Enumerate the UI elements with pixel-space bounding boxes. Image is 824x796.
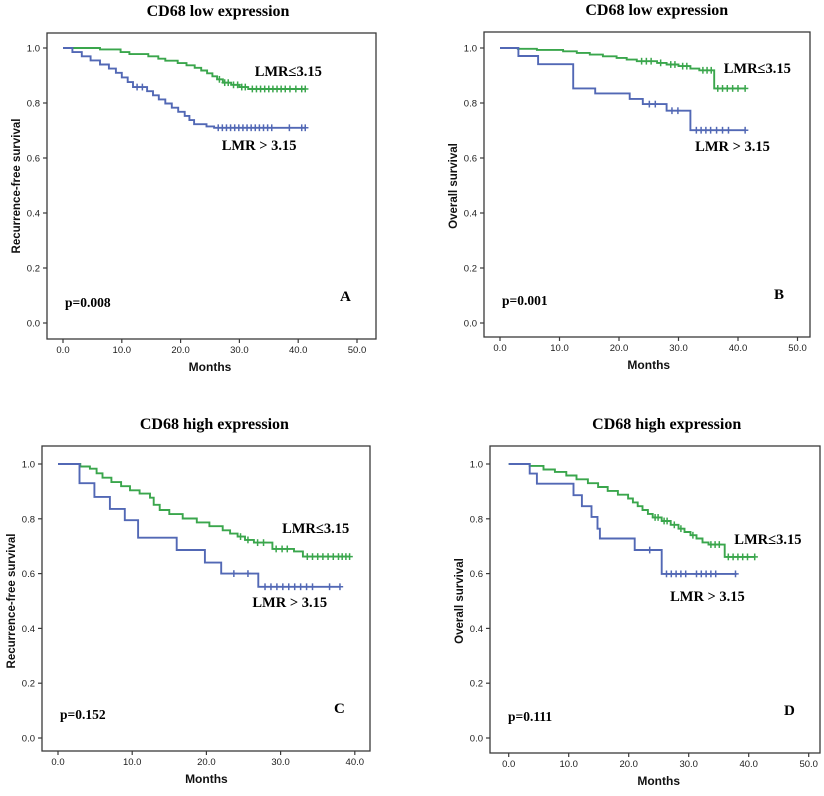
x-tick-label: 20.0 bbox=[610, 343, 629, 354]
km-curve-blue bbox=[500, 47, 746, 132]
panel-c-plot: 0.0 10.0 20.0 30.0 40.0 0.0 0.2 0.4 0.6 0.8 1.0 bbox=[22, 445, 371, 768]
plot-frame bbox=[489, 445, 821, 754]
panel-a: 0.0 10.0 20.0 30.0 40.0 50.0 0.0 0.2 0.4 0.6 0.8 1.… bbox=[0, 0, 412, 398]
y-tick-label: 0.6 bbox=[22, 569, 35, 580]
panel-d-title: CD68 high expression bbox=[592, 416, 742, 433]
km-curve-green bbox=[500, 47, 746, 90]
panel-a-series-label-lmr-le: LMR≤3.15 bbox=[254, 63, 322, 80]
panel-b-y-axis-label: Overall survival bbox=[448, 142, 460, 229]
x-tick-label: 0.0 bbox=[493, 343, 506, 354]
y-tick-label: 0.8 bbox=[470, 514, 483, 525]
plot-frame bbox=[46, 32, 377, 340]
panel-c-letter: C bbox=[334, 701, 345, 717]
y-tick-label: 0.4 bbox=[464, 209, 477, 220]
y-tick-label: 1.0 bbox=[22, 460, 35, 471]
x-tick-label: 30.0 bbox=[669, 343, 688, 354]
km-curve-blue bbox=[508, 463, 737, 575]
panel-c-x-axis-label: Months bbox=[185, 772, 228, 786]
x-tick-label: 0.0 bbox=[56, 345, 69, 356]
panel-c-p-value: p=0.152 bbox=[60, 707, 106, 722]
panel-c: 0.0 10.0 20.0 30.0 40.0 0.0 0.2 0.4 0.6 0.8 1.0 CD… bbox=[0, 398, 412, 796]
x-tick-label: 10.0 bbox=[123, 757, 142, 768]
panel-d-series-label-lmr-gt: LMR > 3.15 bbox=[670, 589, 745, 606]
x-tick-label: 50.0 bbox=[799, 759, 818, 770]
x-tick-label: 0.0 bbox=[502, 759, 515, 770]
y-tick-label: 1.0 bbox=[464, 44, 477, 55]
panel-a-title: CD68 low expression bbox=[146, 3, 290, 20]
x-tick-label: 20.0 bbox=[171, 345, 190, 356]
panel-c-title: CD68 high expression bbox=[139, 416, 289, 433]
x-tick-label: 40.0 bbox=[729, 343, 748, 354]
y-tick-label: 0.4 bbox=[27, 209, 40, 220]
panel-a-x-axis-label: Months bbox=[188, 360, 232, 374]
panel-d-p-value: p=0.111 bbox=[508, 709, 553, 724]
y-tick-label: 0.2 bbox=[27, 264, 40, 275]
y-tick-label: 0.8 bbox=[27, 99, 40, 110]
panel-c-series-label-lmr-le: LMR≤3.15 bbox=[282, 521, 350, 538]
y-tick-label: 0.0 bbox=[464, 319, 477, 330]
y-tick-label: 0.2 bbox=[22, 679, 35, 690]
panel-b-series-label-lmr-le: LMR≤3.15 bbox=[723, 61, 791, 77]
y-tick-label: 0.2 bbox=[470, 679, 483, 690]
panel-c-series-label-lmr-gt: LMR > 3.15 bbox=[252, 594, 328, 611]
panel-b-letter: B bbox=[774, 287, 785, 303]
y-tick-label: 0.2 bbox=[464, 264, 477, 275]
x-tick-label: 50.0 bbox=[788, 343, 807, 354]
y-tick-label: 0.0 bbox=[470, 734, 483, 745]
panel-b-plot: 0.0 10.0 20.0 30.0 40.0 50.0 0.0 0.2 0.4 0.6 0.8 1.… bbox=[464, 31, 811, 354]
x-tick-label: 40.0 bbox=[289, 345, 308, 356]
y-tick-label: 0.0 bbox=[27, 319, 40, 330]
panel-b-x-axis-label: Months bbox=[627, 358, 671, 372]
x-tick-label: 40.0 bbox=[739, 759, 758, 770]
panel-b: 0.0 10.0 20.0 30.0 40.0 50.0 0.0 0.2 0.4 0.6 0.8 1.… bbox=[412, 0, 824, 398]
panel-c-y-axis-label: Recurrence-free survival bbox=[6, 533, 18, 669]
y-tick-label: 0.4 bbox=[22, 624, 35, 635]
x-tick-label: 50.0 bbox=[348, 345, 367, 356]
y-tick-label: 0.6 bbox=[470, 569, 483, 580]
panel-d-series-label-lmr-le: LMR≤3.15 bbox=[734, 531, 802, 548]
panel-a-y-axis-label: Recurrence-free survival bbox=[11, 118, 23, 253]
km-curve-blue bbox=[58, 463, 340, 588]
panel-b-series-label-lmr-gt: LMR > 3.15 bbox=[695, 139, 770, 156]
y-tick-label: 0.6 bbox=[27, 154, 40, 165]
x-tick-label: 30.0 bbox=[271, 757, 290, 768]
panel-d-x-axis-label: Months bbox=[637, 774, 681, 788]
x-tick-label: 10.0 bbox=[550, 343, 569, 354]
panel-d: 0.0 10.0 20.0 30.0 40.0 50.0 0.0 0.2 0.4 0.6 0.8 1.… bbox=[412, 398, 824, 796]
x-tick-label: 10.0 bbox=[113, 345, 132, 356]
x-tick-label: 20.0 bbox=[619, 759, 638, 770]
panel-b-p-value: p=0.001 bbox=[502, 293, 548, 308]
km-curve-green bbox=[58, 463, 350, 558]
y-tick-label: 0.8 bbox=[464, 99, 477, 110]
y-tick-label: 1.0 bbox=[27, 44, 40, 55]
panel-d-plot: 0.0 10.0 20.0 30.0 40.0 50.0 0.0 0.2 0.4 0.6 0.8 1.… bbox=[470, 445, 821, 770]
km-curve-green bbox=[508, 463, 755, 558]
panel-a-letter: A bbox=[340, 289, 351, 305]
panel-a-series-label-lmr-gt: LMR > 3.15 bbox=[221, 138, 297, 154]
km-curve-blue bbox=[63, 47, 306, 129]
x-tick-label: 30.0 bbox=[230, 345, 249, 356]
y-tick-label: 0.0 bbox=[22, 734, 35, 745]
x-tick-label: 20.0 bbox=[197, 757, 216, 768]
x-tick-label: 10.0 bbox=[559, 759, 578, 770]
panel-a-p-value: p=0.008 bbox=[65, 295, 111, 310]
panel-d-letter: D bbox=[784, 703, 795, 719]
plot-frame bbox=[483, 31, 811, 338]
panel-b-title: CD68 low expression bbox=[585, 2, 729, 19]
y-tick-label: 0.8 bbox=[22, 514, 35, 525]
y-tick-label: 0.6 bbox=[464, 154, 477, 165]
x-tick-label: 40.0 bbox=[346, 757, 365, 768]
y-tick-label: 0.4 bbox=[470, 624, 483, 635]
panel-d-y-axis-label: Overall survival bbox=[454, 558, 466, 644]
y-tick-label: 1.0 bbox=[470, 460, 483, 471]
x-tick-label: 30.0 bbox=[679, 759, 698, 770]
panel-a-plot: 0.0 10.0 20.0 30.0 40.0 50.0 0.0 0.2 0.4 0.6 0.8 1.… bbox=[27, 32, 377, 356]
x-tick-label: 0.0 bbox=[51, 757, 64, 768]
